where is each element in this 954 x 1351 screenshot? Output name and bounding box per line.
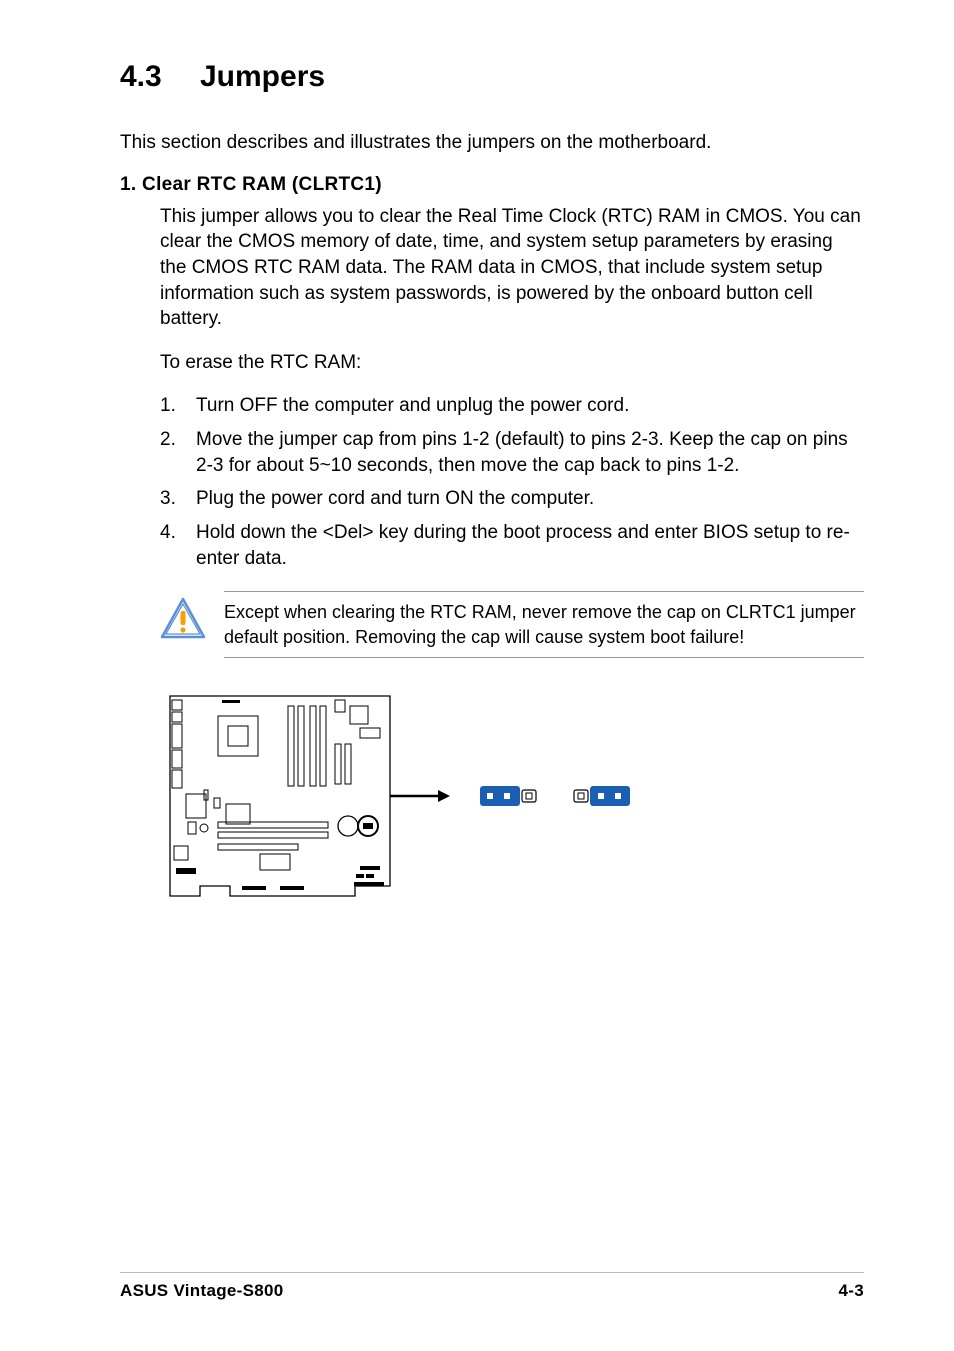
- item-number: 1.: [120, 174, 136, 195]
- footer-right: 4-3: [839, 1281, 864, 1301]
- jumper-default-diagram: [480, 782, 540, 810]
- step-number: 2.: [160, 427, 196, 478]
- step-item: 2. Move the jumper cap from pins 1-2 (de…: [160, 427, 864, 478]
- intro-text: This section describes and illustrates t…: [120, 130, 864, 156]
- step-number: 4.: [160, 520, 196, 571]
- lead-in: To erase the RTC RAM:: [160, 350, 864, 376]
- page-footer: ASUS Vintage-S800 4-3: [120, 1272, 864, 1301]
- item-block: 1. Clear RTC RAM (CLRTC1) This jumper al…: [120, 174, 864, 572]
- step-text: Move the jumper cap from pins 1-2 (defau…: [196, 427, 864, 478]
- step-number: 1.: [160, 393, 196, 419]
- steps-list: 1. Turn OFF the computer and unplug the …: [160, 393, 864, 571]
- step-text: Plug the power cord and turn ON the comp…: [196, 486, 864, 512]
- step-text: Hold down the <Del> key during the boot …: [196, 520, 864, 571]
- step-item: 4. Hold down the <Del> key during the bo…: [160, 520, 864, 571]
- motherboard-diagram: [160, 686, 400, 906]
- arrow-icon: [390, 786, 450, 806]
- item-title: Clear RTC RAM (CLRTC1): [142, 174, 382, 195]
- item-description: This jumper allows you to clear the Real…: [160, 204, 864, 332]
- section-number: 4.3: [120, 60, 200, 94]
- diagram-area: [160, 686, 864, 906]
- caution-icon: [160, 597, 206, 639]
- section-name: Jumpers: [200, 60, 325, 93]
- caution-text: Except when clearing the RTC RAM, never …: [224, 600, 864, 649]
- step-item: 3. Plug the power cord and turn ON the c…: [160, 486, 864, 512]
- step-number: 3.: [160, 486, 196, 512]
- footer-left: ASUS Vintage-S800: [120, 1281, 284, 1301]
- step-item: 1. Turn OFF the computer and unplug the …: [160, 393, 864, 419]
- caution-box: Except when clearing the RTC RAM, never …: [160, 591, 864, 658]
- jumper-clear-diagram: [570, 782, 630, 810]
- section-title: 4.3Jumpers: [120, 60, 864, 94]
- item-heading: 1. Clear RTC RAM (CLRTC1): [120, 174, 864, 196]
- step-text: Turn OFF the computer and unplug the pow…: [196, 393, 864, 419]
